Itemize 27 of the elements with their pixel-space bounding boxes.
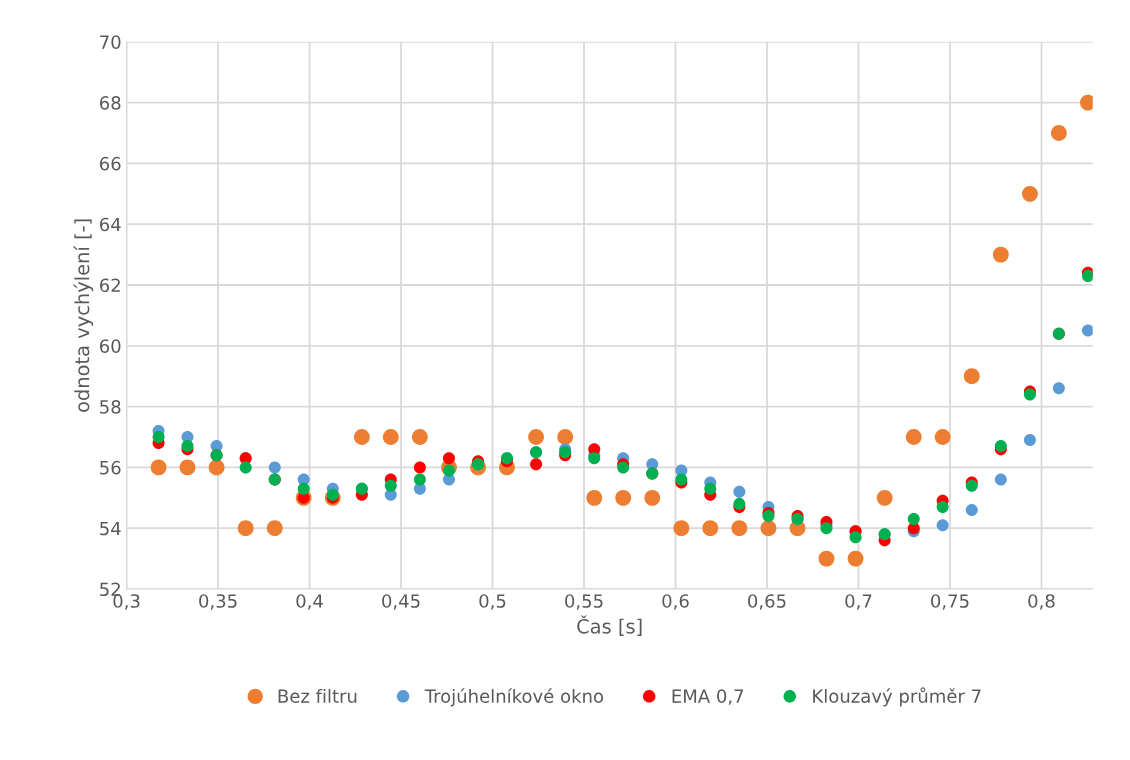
x-tick-label: 0,35 [199, 594, 237, 610]
x-tick-label: 0,55 [565, 594, 603, 610]
y-tick-label: 52 [100, 582, 120, 597]
x-tick-label: 0,8 [1028, 594, 1055, 610]
y-tick-label: 56 [100, 460, 121, 475]
legend-label: Bez filtru [278, 688, 357, 703]
x-tick-label: 0,45 [382, 594, 420, 610]
y-tick-label: 68 [99, 96, 121, 110]
y-tick-label: 54 [100, 521, 121, 536]
y-tick-label: 60 [99, 339, 121, 353]
x-tick-label: 0,5 [479, 594, 506, 610]
x-tick-label: 0,4 [296, 594, 323, 610]
y-tick-label: 58 [100, 400, 121, 414]
x-tick-label: 0,7 [845, 594, 872, 610]
legend-label: Klouzavý průměr 7 [813, 687, 981, 707]
y-tick-label: 66 [99, 156, 121, 171]
y-tick-label: 70 [100, 35, 121, 49]
legend-label: Trojúhelníkové okno [424, 688, 604, 707]
x-tick-label: 0,6 [662, 594, 689, 610]
legend-label: EMA 0,7 [672, 689, 744, 705]
x-tick-label: 0,65 [748, 594, 786, 610]
y-tick-label: 64 [99, 217, 121, 232]
y-axis-title: odnota vychýlení [-] [73, 219, 94, 412]
x-tick-label: 0,3 [113, 594, 140, 610]
x-axis-title: Čas [s] [577, 615, 642, 636]
x-tick-label: 0,75 [931, 594, 969, 610]
y-tick-label: 62 [99, 278, 120, 293]
